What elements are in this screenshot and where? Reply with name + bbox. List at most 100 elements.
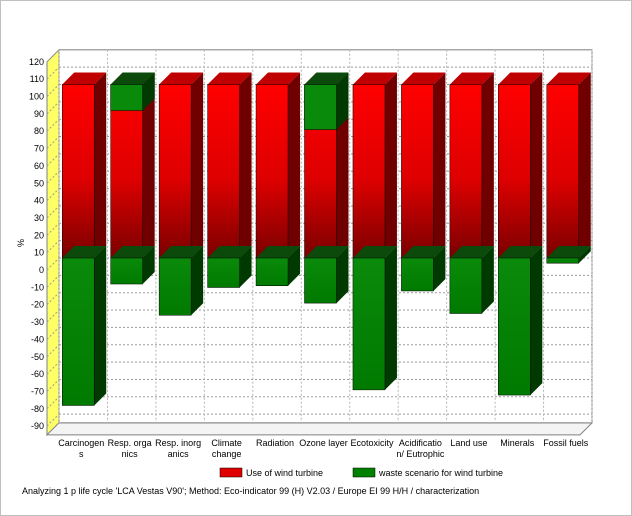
bar-front xyxy=(158,84,192,259)
floor xyxy=(45,422,594,436)
gridline-depth xyxy=(46,327,60,340)
bar-front xyxy=(255,257,289,287)
bar-side xyxy=(191,72,204,258)
y-tick-label: 10 xyxy=(34,248,44,258)
y-tick-label: -30 xyxy=(31,317,44,327)
x-category-label: Resp. inorg xyxy=(155,438,201,448)
x-category-label: Radiation xyxy=(256,438,294,448)
bar-front xyxy=(401,84,434,259)
gridline-depth xyxy=(46,379,60,392)
bar-side xyxy=(94,246,107,406)
bar-waste xyxy=(110,246,155,285)
gridline-depth xyxy=(46,274,60,288)
bar-use xyxy=(158,72,204,259)
x-category-label: Acidificatio xyxy=(399,438,442,448)
bar-overlay-side xyxy=(142,72,155,111)
bar-front xyxy=(61,257,95,406)
bar-waste xyxy=(546,246,591,264)
bar-side xyxy=(142,246,155,285)
bar-front xyxy=(255,84,289,259)
bar-side xyxy=(336,246,349,304)
x-category-label: Ozone layer xyxy=(299,438,348,448)
gridline-depth xyxy=(46,413,60,427)
bar-front xyxy=(498,257,531,396)
bar-front xyxy=(304,257,337,304)
gridline-depth xyxy=(46,257,60,271)
y-tick-label: 50 xyxy=(34,178,44,188)
gridline-depth xyxy=(46,292,60,306)
y-axis-title: % xyxy=(16,239,26,247)
bar-side xyxy=(142,72,155,258)
gridline-depth xyxy=(46,344,60,358)
gridline-depth xyxy=(46,136,60,149)
bar-use xyxy=(352,72,397,259)
bar-use xyxy=(207,72,252,259)
y-tick-label: 70 xyxy=(34,144,44,154)
bar-front xyxy=(61,84,95,259)
y-tick-label: 40 xyxy=(34,196,44,206)
bar-side xyxy=(578,246,591,264)
bar-side xyxy=(94,72,107,258)
bar-use xyxy=(546,72,591,259)
gridline-depth xyxy=(46,153,60,167)
bar-side xyxy=(239,72,252,258)
bar-front xyxy=(546,257,580,264)
bar-waste xyxy=(401,246,446,292)
bar-use xyxy=(401,72,446,259)
bar-front xyxy=(352,84,386,259)
bar-side xyxy=(288,246,301,286)
bar-top xyxy=(159,246,204,258)
bar-top xyxy=(449,72,494,85)
bar-side xyxy=(578,72,591,258)
footer-caption: Analyzing 1 p life cycle 'LCA Vestas V90… xyxy=(22,486,479,496)
bar-waste xyxy=(61,246,107,406)
y-tick-label: 100 xyxy=(29,92,44,102)
y-tick-label: -60 xyxy=(31,369,44,379)
x-category-label: Minerals xyxy=(500,438,535,448)
bar-top xyxy=(110,246,155,258)
bar-front xyxy=(449,84,483,259)
bar-side xyxy=(191,246,204,316)
gridline-depth xyxy=(46,205,60,219)
bar-use xyxy=(498,72,543,259)
gridline-depth xyxy=(46,309,60,323)
y-tick-label: -80 xyxy=(31,404,44,414)
bar-use xyxy=(255,72,301,259)
x-category-label: nics xyxy=(122,449,139,459)
bar-top xyxy=(498,72,543,85)
x-category-label: Fossil fuels xyxy=(543,438,589,448)
bar-top xyxy=(401,72,446,85)
bar-side xyxy=(530,72,543,258)
bar-front xyxy=(546,84,580,259)
bar-side xyxy=(288,72,301,258)
x-category-label: Resp. orga xyxy=(108,438,152,448)
bar-waste xyxy=(352,246,397,391)
bar-front xyxy=(401,257,434,292)
legend-swatch-use xyxy=(219,467,243,478)
bar-front xyxy=(110,257,143,285)
bar-use xyxy=(61,72,107,259)
bar-side xyxy=(433,72,446,258)
gridline-depth xyxy=(46,84,60,97)
bar-front xyxy=(498,84,531,259)
bar-top xyxy=(449,246,494,258)
y-tick-label: 0 xyxy=(39,265,44,275)
y-tick-label: -10 xyxy=(31,282,44,292)
gridline-depth xyxy=(46,396,60,410)
bar-side xyxy=(530,246,543,396)
y-tick-label: 20 xyxy=(34,230,44,240)
x-category-label: Carcinogen xyxy=(58,438,104,448)
bar-top xyxy=(256,246,301,258)
bar-side xyxy=(239,246,252,288)
x-category-label: anics xyxy=(168,449,190,459)
gridline-depth xyxy=(46,66,60,80)
gridline-depth xyxy=(46,118,60,132)
bar-use xyxy=(449,72,494,259)
y-tick-label: 30 xyxy=(34,213,44,223)
bar-overlay-top xyxy=(110,72,155,85)
bar-overlay-top xyxy=(304,72,349,85)
x-category-label: Ecotoxicity xyxy=(350,438,394,448)
bar-top xyxy=(352,246,397,258)
y-tick-label: 60 xyxy=(34,161,44,171)
